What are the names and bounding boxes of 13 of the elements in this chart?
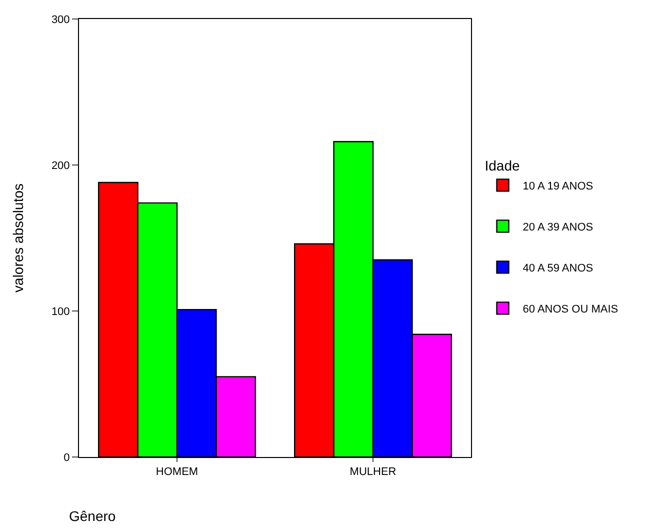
legend-label: 20 A 39 ANOS	[522, 221, 594, 234]
legend-label: 40 A 59 ANOS	[522, 262, 594, 274]
y-tick-label: 300	[51, 14, 70, 26]
y-tick-label: 100	[51, 306, 70, 318]
y-axis-title: valores absolutos	[10, 184, 26, 292]
y-tick-label: 0	[64, 452, 70, 464]
legend-label: 10 A 19 ANOS	[522, 180, 594, 192]
x-tick-label: MULHER	[350, 466, 396, 478]
x-tick-label: HOMEM	[156, 466, 198, 478]
legend-label: 60 ANOS OU MAIS	[522, 303, 618, 316]
y-tick-label: 200	[51, 160, 70, 172]
legend-title: Idade	[484, 158, 520, 174]
x-axis-title: Gênero	[69, 508, 116, 524]
